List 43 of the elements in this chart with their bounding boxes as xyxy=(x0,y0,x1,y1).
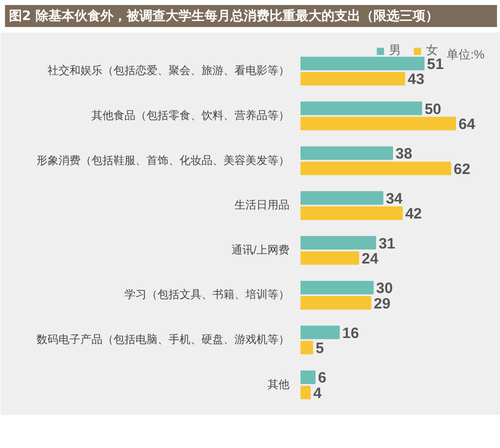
data-label: 51 xyxy=(427,56,444,73)
bar xyxy=(300,162,452,176)
data-label: 6 xyxy=(318,370,326,387)
bar xyxy=(300,72,406,86)
bar xyxy=(300,251,360,265)
data-label: 43 xyxy=(408,71,424,88)
bar xyxy=(300,340,314,354)
data-label: 42 xyxy=(405,206,422,223)
y-tick-label: 学习（包括文具、书籍、培训等） xyxy=(124,288,290,302)
y-tick-label: 生活日用品 xyxy=(234,198,290,212)
y-tick-label: 社交和娱乐（包括恋爱、聚会、旅游、看电影等） xyxy=(48,64,290,78)
data-label: 34 xyxy=(386,190,404,208)
data-label: 31 xyxy=(378,235,396,252)
bar xyxy=(300,102,422,116)
bar xyxy=(300,326,340,340)
legend-label: 女 xyxy=(426,42,439,58)
chart-title: 图2 除基本伙食外，被调查大学生每月总消费比重最大的支出（限选三项） xyxy=(9,8,439,26)
data-label: 29 xyxy=(374,295,390,312)
data-label: 30 xyxy=(376,280,393,298)
bar xyxy=(300,206,403,220)
bar xyxy=(300,386,311,400)
y-tick-label: 数码电子产品（包括电脑、手机、硬盘、游戏机等） xyxy=(36,333,290,346)
bar xyxy=(300,191,384,205)
bar xyxy=(300,370,316,384)
y-tick-label: 通讯/上网费 xyxy=(231,243,290,256)
legend-label: 男 xyxy=(389,42,402,59)
bar xyxy=(300,116,456,130)
y-tick-label: 其他 xyxy=(268,378,290,391)
data-label: 5 xyxy=(316,340,324,358)
data-label: 24 xyxy=(362,250,379,268)
bar xyxy=(300,236,376,250)
data-label: 4 xyxy=(313,384,322,402)
y-tick-label: 形象消费（包括鞋服、首饰、化妆品、美容美发等） xyxy=(36,154,290,167)
y-tick-label: 其他食品（包括零食、饮料、营养品等） xyxy=(92,108,290,122)
bar xyxy=(300,280,374,294)
bar xyxy=(300,146,394,160)
data-label: 38 xyxy=(396,146,412,163)
data-label: 16 xyxy=(342,324,359,342)
annotation: 单位:% xyxy=(446,48,485,62)
data-label: 64 xyxy=(458,116,476,134)
data-label: 62 xyxy=(454,160,470,178)
bar xyxy=(300,296,372,310)
data-label: 50 xyxy=(424,100,442,118)
